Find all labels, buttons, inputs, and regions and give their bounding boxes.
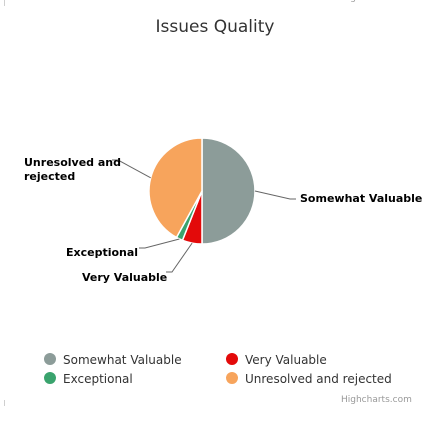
data-label: Exceptional — [66, 246, 138, 259]
legend-label: Exceptional — [63, 372, 133, 386]
pie-slice-somewhat-valuable[interactable] — [201, 137, 256, 245]
data-label: Unresolved and rejected — [24, 156, 121, 183]
credit-top[interactable]: Highcharts.com — [341, 0, 412, 3]
legend-item[interactable]: Exceptional — [44, 372, 133, 386]
legend-label: Somewhat Valuable — [63, 353, 182, 367]
data-label-connector — [112, 159, 151, 179]
data-label: Somewhat Valuable — [300, 192, 422, 205]
frame-corner-mark — [4, 0, 5, 6]
data-label-connector — [139, 238, 180, 249]
data-label: Very Valuable — [82, 271, 167, 284]
legend-label: Very Valuable — [245, 353, 327, 367]
legend-label: Unresolved and rejected — [245, 372, 392, 386]
credit-bottom[interactable]: Highcharts.com — [341, 395, 412, 405]
legend-marker — [226, 372, 238, 384]
chart-title: Issues Quality — [156, 17, 275, 37]
legend-item[interactable]: Somewhat Valuable — [44, 353, 182, 367]
frame-corner-mark — [4, 400, 5, 406]
legend-item[interactable]: Unresolved and rejected — [226, 372, 392, 386]
data-label-connector — [254, 190, 296, 200]
legend-marker — [44, 372, 56, 384]
legend-marker — [44, 353, 56, 365]
legend-marker — [226, 353, 238, 365]
legend-item[interactable]: Very Valuable — [226, 353, 327, 367]
data-label-connector — [166, 242, 193, 273]
